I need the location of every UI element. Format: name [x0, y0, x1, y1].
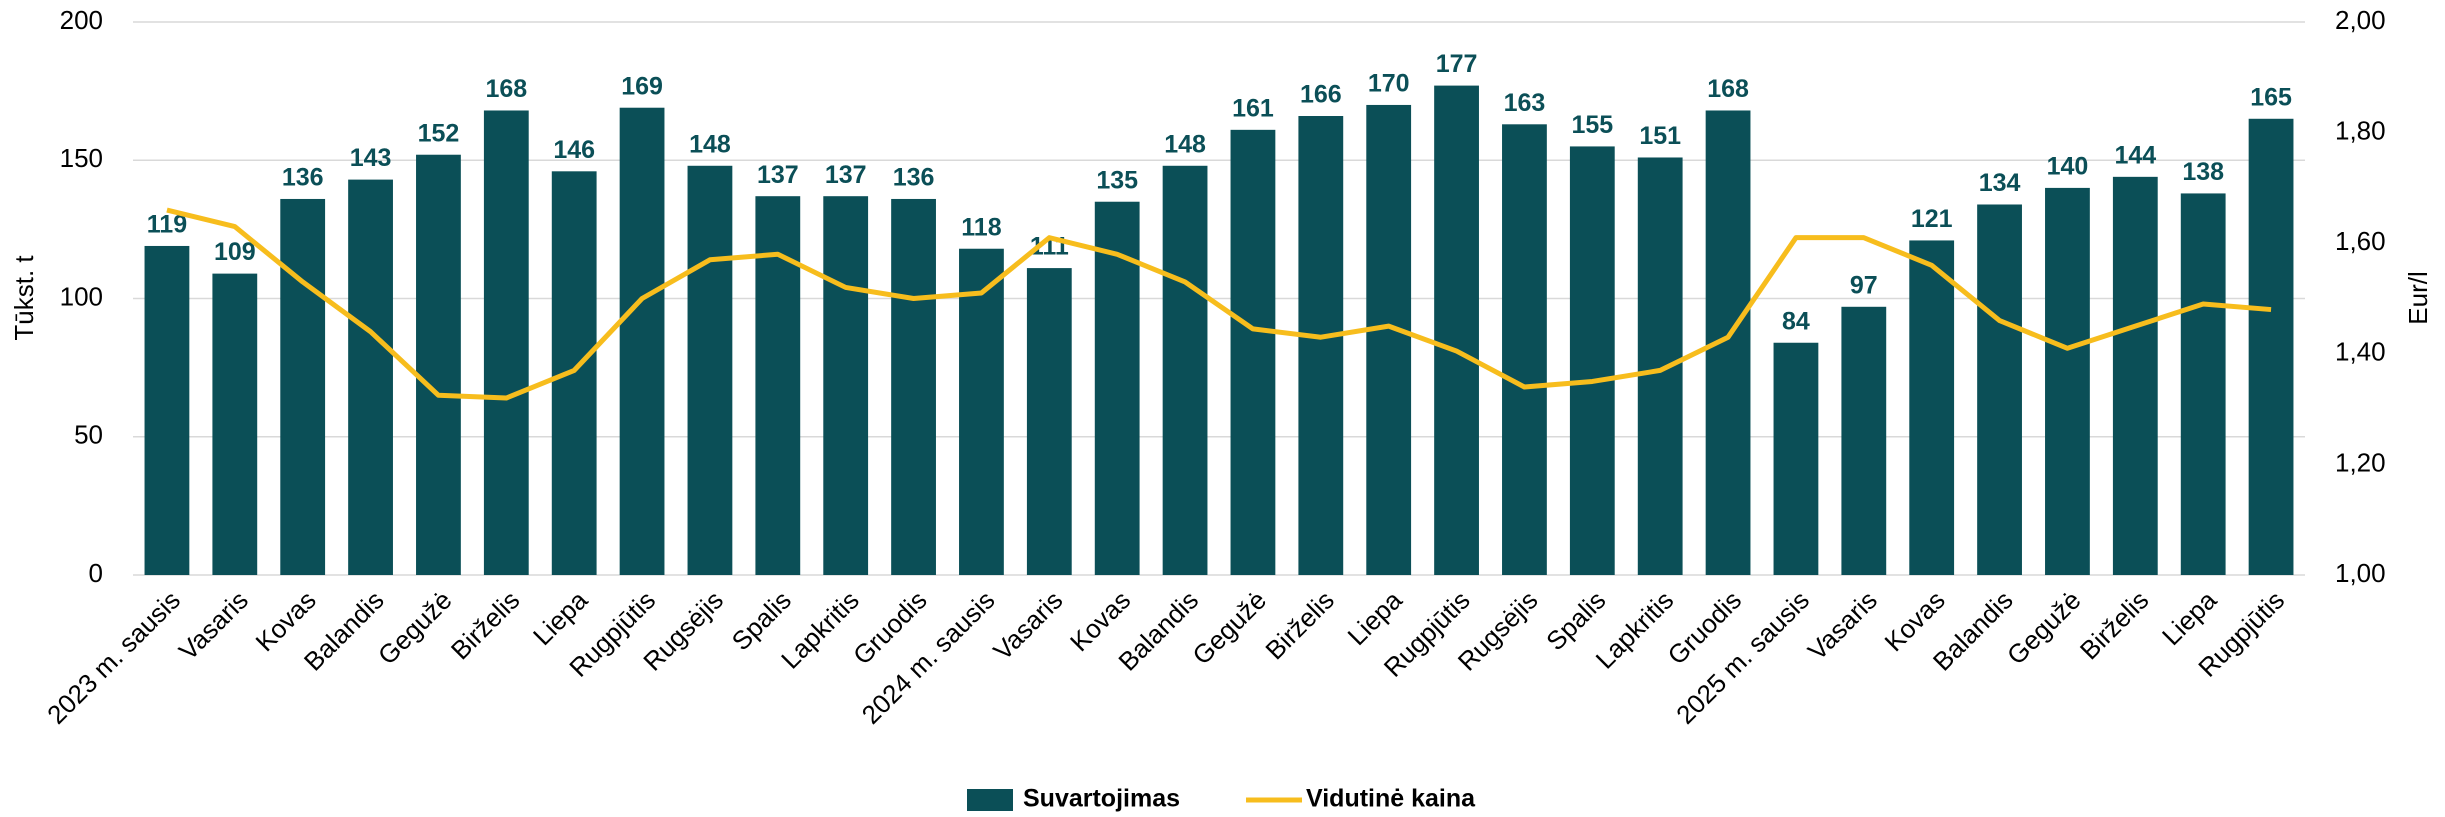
- y2-tick-label: 1,20: [2335, 447, 2386, 477]
- bar: [1502, 124, 1547, 576]
- data-label: 109: [214, 238, 256, 266]
- bar: [1773, 342, 1819, 575]
- data-label: 136: [282, 164, 324, 192]
- x-tick-label: 2023 m. sausis: [41, 585, 186, 730]
- y2-axis-title: Eur/l: [2403, 271, 2433, 324]
- data-label: 140: [2047, 153, 2089, 181]
- data-label: 148: [1164, 130, 1206, 158]
- data-label: 155: [1571, 111, 1613, 139]
- y2-tick-label: 1,00: [2335, 558, 2386, 588]
- bar: [687, 165, 733, 575]
- y-tick-label: 0: [89, 558, 103, 588]
- line: [166, 207, 2272, 401]
- data-label: 137: [825, 161, 867, 189]
- data-label: 84: [1782, 307, 1810, 335]
- bar: [1094, 201, 1140, 575]
- bar: [348, 179, 393, 576]
- data-label: 138: [2182, 158, 2224, 186]
- x-tick-label: Vasaris: [173, 585, 254, 666]
- y-axis-title: Tūkst. t: [9, 255, 39, 341]
- data-label: 170: [1368, 70, 1410, 98]
- data-label: 168: [1707, 75, 1749, 103]
- bar: [1841, 306, 1887, 575]
- y-tick-label: 150: [60, 143, 103, 173]
- data-label: 97: [1850, 271, 1878, 299]
- data-label: 146: [553, 136, 595, 164]
- data-label: 136: [893, 164, 935, 192]
- bar: [2045, 187, 2090, 575]
- data-label: 118: [961, 213, 1001, 241]
- data-label: 166: [1300, 81, 1342, 109]
- data-label: 165: [2250, 83, 2292, 111]
- bar: [1434, 85, 1479, 575]
- x-tick-label: Gegužė: [372, 585, 458, 671]
- x-tick-label: Vasaris: [987, 585, 1068, 666]
- data-label: 143: [350, 144, 392, 172]
- bar: [1909, 240, 1955, 575]
- bar: [2180, 193, 2226, 575]
- y2-tick-label: 1,60: [2335, 226, 2386, 256]
- bar: [891, 198, 936, 575]
- data-label: 137: [757, 161, 799, 189]
- x-tick-label: Birželis: [1259, 585, 1339, 665]
- data-label: 177: [1436, 50, 1478, 78]
- data-label: 169: [621, 72, 663, 100]
- data-label: 134: [1979, 169, 2021, 197]
- bar: [1162, 165, 1208, 575]
- bar: [1637, 157, 1683, 576]
- legend-label: Suvartojimas: [1023, 785, 1180, 813]
- bar: [619, 107, 665, 575]
- bar: [551, 171, 597, 575]
- data-label: 144: [2114, 141, 2156, 169]
- data-label: 163: [1504, 89, 1546, 117]
- bar: [483, 110, 529, 575]
- bar: [1026, 268, 1072, 575]
- y-tick-label: 200: [60, 5, 103, 35]
- bar: [416, 154, 461, 575]
- data-label: 161: [1232, 94, 1274, 122]
- bar: [1977, 204, 2022, 576]
- data-label: 121: [1911, 205, 1953, 233]
- y-tick-label: 50: [74, 420, 103, 450]
- bar: [959, 248, 1004, 576]
- data-label: 148: [689, 130, 731, 158]
- bar: [1366, 104, 1412, 575]
- data-label: 135: [1096, 166, 1138, 194]
- legend-label: Vidutinė kaina: [1306, 785, 1476, 813]
- y-tick-label: 100: [60, 281, 103, 311]
- x-tick-label: Vasaris: [1802, 585, 1883, 666]
- bar: [1230, 129, 1276, 575]
- bar: [280, 198, 326, 575]
- bar: [823, 196, 869, 575]
- data-label: 151: [1639, 122, 1681, 150]
- y2-tick-label: 2,00: [2335, 5, 2386, 35]
- x-tick-label: Birželis: [445, 585, 525, 665]
- bar: [212, 273, 258, 575]
- data-label: 152: [418, 119, 460, 147]
- bar: [1569, 146, 1615, 576]
- bar: [2248, 118, 2294, 576]
- bar: [144, 245, 190, 575]
- bar: [1298, 116, 1344, 575]
- bar: [2112, 176, 2158, 575]
- x-tick-label: Gegužė: [1186, 585, 1272, 671]
- legend-swatch: [967, 789, 1013, 811]
- y2-tick-label: 1,40: [2335, 337, 2386, 367]
- y2-tick-label: 1,80: [2335, 115, 2386, 145]
- x-tick-label: Birželis: [2074, 585, 2154, 665]
- x-tick-label: Gegužė: [2001, 585, 2087, 671]
- data-label: 168: [485, 75, 527, 103]
